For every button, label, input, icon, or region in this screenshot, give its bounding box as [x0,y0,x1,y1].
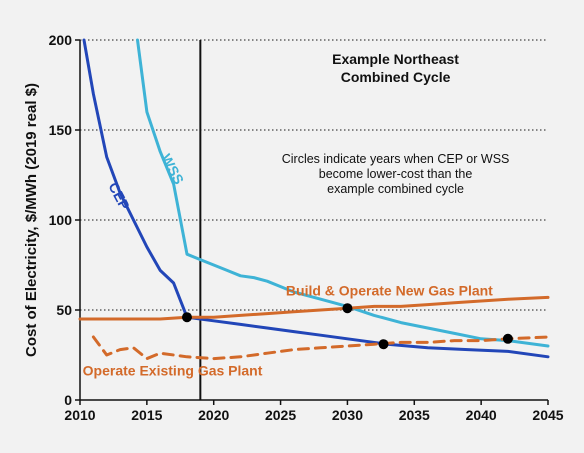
series-line-operate-existing-gas-plant [91,335,550,361]
y-tick-label: 150 [49,122,73,138]
x-tick-label: 2035 [399,407,430,423]
crossover-point [181,312,192,323]
series-line-build-operate-new-gas-plant [78,295,550,321]
x-tick-label: 2015 [131,407,162,423]
y-axis-label: Cost of Electricity, $/MWh (2019 real $) [23,83,40,357]
chart-title-line: Example Northeast [332,51,459,67]
series-lines [78,38,550,361]
y-tick-label: 0 [64,392,72,408]
y-tick-label: 50 [56,302,72,318]
series-line-cep [82,38,550,359]
x-tick-label: 2020 [198,407,229,423]
chart-text: Cost of Electricity, $/MWh (2019 real $)… [23,51,509,379]
series-line-wss [136,38,550,348]
x-tick-label: 2025 [265,407,296,423]
y-tick-label: 100 [49,212,73,228]
annotation-line: Circles indicate years when CEP or WSS [282,152,510,166]
crossover-point [502,333,513,344]
axes: 0 50 100 150 200 2010 2015 2020 2025 2030 2035 2040… [49,32,564,423]
series-label-operate-existing-gas-plant: Operate Existing Gas Plant [83,363,263,379]
grid [80,39,548,311]
crossover-point [342,303,353,314]
x-tick-label: 2040 [466,407,497,423]
series-label-build-operate-new-gas-plant: Build & Operate New Gas Plant [286,283,493,299]
annotation-line: become lower-cost than the [319,167,473,181]
x-tick-label: 2030 [332,407,363,423]
annotation-line: example combined cycle [327,182,464,196]
crossover-markers [181,303,513,350]
chart-title-line: Combined Cycle [341,69,451,85]
x-tick-label: 2045 [532,407,563,423]
y-tick-label: 200 [49,32,73,48]
crossover-point [378,339,389,350]
series-label-wss: WSS [158,151,187,187]
x-tick-label: 2010 [64,407,95,423]
